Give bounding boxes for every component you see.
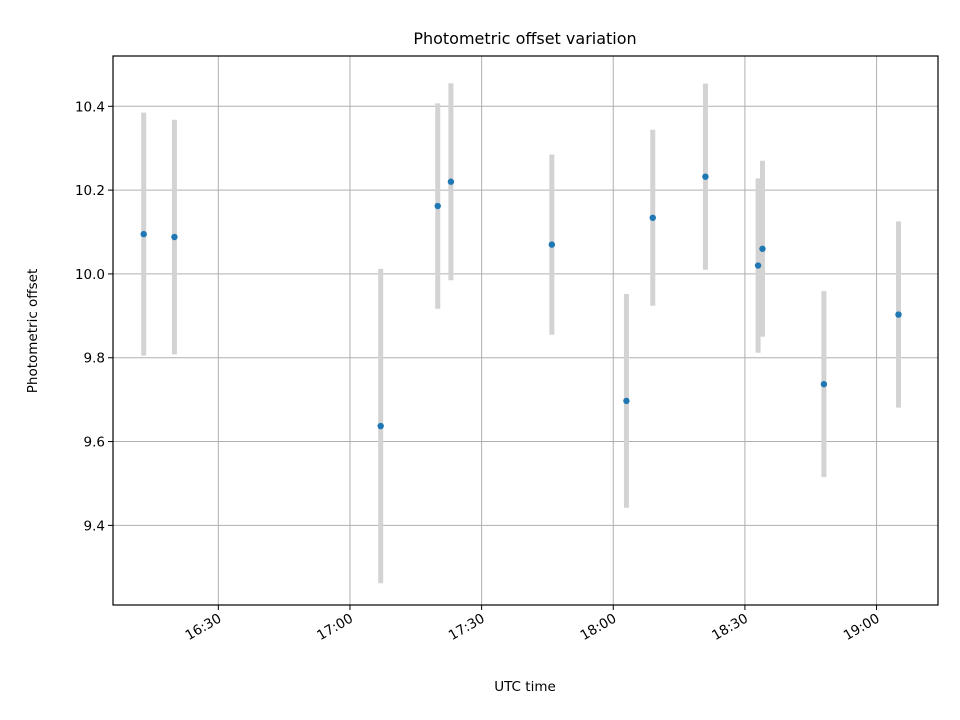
data-point	[434, 202, 441, 210]
data-point	[754, 262, 762, 269]
y-tick-label: 9.8	[84, 351, 105, 367]
error-bars	[141, 83, 902, 584]
data-point	[140, 230, 147, 238]
x-tick-label: 18:30	[709, 611, 751, 644]
y-tick-label: 9.6	[84, 435, 105, 451]
y-tick-label: 10.4	[75, 99, 105, 115]
x-axis-label: UTC time	[494, 679, 556, 695]
data-point	[820, 380, 828, 388]
y-tick-label: 9.4	[84, 518, 105, 534]
data-point	[759, 245, 766, 252]
x-tick-label: 16:30	[183, 611, 225, 644]
x-tick-label: 17:30	[446, 611, 488, 644]
data-point	[702, 173, 709, 180]
data-point	[548, 241, 556, 248]
x-tick-label: 18:00	[578, 611, 620, 644]
data-point	[377, 422, 384, 430]
x-tick-label: 19:00	[841, 611, 883, 644]
x-tick-label: 17:00	[314, 611, 356, 644]
y-axis-label: Photometric offset	[25, 269, 41, 393]
y-axis: 9.4 9.6 9.8 10.0 10.2 10.4	[75, 99, 113, 534]
grid	[113, 56, 938, 605]
data-point	[447, 178, 455, 185]
plot-area	[112, 55, 939, 606]
y-tick-label: 10.2	[75, 183, 105, 199]
chart-title: Photometric offset variation	[413, 29, 636, 48]
data-point	[623, 397, 630, 405]
x-axis: 16:30 17:00 17:30 18:00 18:30 19:00	[183, 605, 883, 644]
data-point	[895, 311, 902, 318]
data-point	[649, 214, 656, 221]
data-points	[140, 173, 902, 430]
y-tick-label: 10.0	[75, 267, 105, 283]
data-point	[171, 233, 178, 241]
